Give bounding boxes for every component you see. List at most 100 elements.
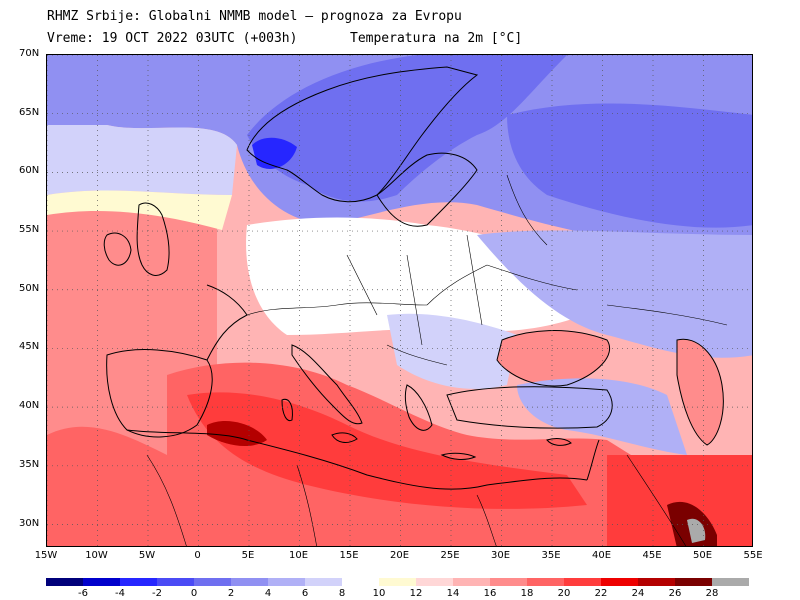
longitude-label: 55E <box>743 550 763 561</box>
legend-label: 2 <box>227 588 235 599</box>
legend-color-swatch <box>46 578 83 586</box>
latitude-label: 45N <box>19 341 40 353</box>
border-14 <box>626 454 687 546</box>
longitude-label: 35E <box>541 550 561 561</box>
border-3 <box>426 264 488 306</box>
legend-color-swatch <box>490 578 527 586</box>
border-9 <box>606 304 728 326</box>
coastlines <box>103 66 724 490</box>
temp-field-black-sea <box>497 330 610 386</box>
temp-field-east-europe <box>477 230 752 358</box>
map-title: RHMZ Srbije: Globalni NMMB model — progn… <box>47 9 462 24</box>
border-1 <box>246 304 338 316</box>
border-12 <box>296 464 317 546</box>
legend-color-swatch <box>231 578 268 586</box>
legend-color-swatch <box>712 578 749 586</box>
coastline-ireland <box>103 232 132 266</box>
temp-field-russia-cold <box>507 103 752 228</box>
legend-color-swatch <box>453 578 490 586</box>
temp-field-med-hottest <box>207 420 267 447</box>
legend-label: 22 <box>594 588 608 599</box>
legend-label: 12 <box>409 588 423 599</box>
longitude-label: 20E <box>389 550 410 561</box>
longitude-label: 45E <box>642 550 662 561</box>
legend-label: 8 <box>338 588 346 599</box>
temp-field-north-atlantic <box>47 125 237 195</box>
legend-color-swatch <box>416 578 453 586</box>
border-11 <box>146 454 187 546</box>
legend-color-swatch <box>157 578 194 586</box>
legend-color-swatch <box>268 578 305 586</box>
temp-field-mountain-grey <box>687 518 706 543</box>
longitude-label: 5E <box>241 550 255 561</box>
legend-label: 26 <box>668 588 682 599</box>
border-13 <box>476 494 497 546</box>
temp-field-anatolia <box>517 378 687 455</box>
temp-field-middle-east-hot <box>607 455 752 546</box>
legend-color-swatch <box>83 578 120 586</box>
temp-field-balkans <box>387 313 517 389</box>
legend-color-swatch <box>638 578 675 586</box>
legend-label: 10 <box>372 588 386 599</box>
legend-label: 6 <box>301 588 309 599</box>
temp-field-atlantic-mild <box>47 190 232 230</box>
latitude-label: 60N <box>19 165 40 177</box>
coastline-black-sea <box>496 330 610 387</box>
temp-field-scandinavia <box>247 55 567 202</box>
legend-label: -2 <box>152 588 162 599</box>
legend-label: 20 <box>557 588 571 599</box>
coastline-baltic <box>376 152 478 227</box>
legend-color-swatch <box>527 578 564 586</box>
latitude-label: 70N <box>19 48 40 59</box>
longitude-label: 30E <box>490 550 511 561</box>
coastline-uk <box>136 202 170 276</box>
legend-color-swatch <box>601 578 638 586</box>
border-6 <box>406 254 423 346</box>
coastline-iberia <box>106 349 213 438</box>
longitude-label: 10W <box>85 550 108 561</box>
legend-color-swatch <box>305 578 342 586</box>
temp-field-africa-coast <box>47 426 167 546</box>
legend-label: 16 <box>483 588 497 599</box>
coastline-cyprus <box>546 438 572 446</box>
legend-label: 14 <box>446 588 460 599</box>
border-4 <box>486 264 578 291</box>
coastline-crete <box>440 452 477 460</box>
border-7 <box>466 234 483 326</box>
legend-label: 4 <box>264 588 272 599</box>
coastline-caspian <box>676 338 724 446</box>
coastline-turkey <box>446 386 613 429</box>
longitude-label: 15E <box>339 550 359 561</box>
legend-color-swatch <box>379 578 416 586</box>
latitude-label: 65N <box>19 106 40 118</box>
longitude-label: 5W <box>138 550 156 561</box>
longitude-label: 10E <box>288 550 309 561</box>
legend-label: -6 <box>78 588 88 599</box>
border-2 <box>336 302 428 306</box>
latitude-label: 30N <box>19 517 40 529</box>
legend-label: 24 <box>631 588 645 599</box>
coastline-levant <box>586 439 600 481</box>
coastline-north-africa <box>126 429 588 490</box>
forecast-time: Vreme: 19 OCT 2022 03UTC (+003h) <box>47 31 298 46</box>
longitude-label: 50E <box>692 550 713 561</box>
temp-field-norway-coldest <box>252 137 297 169</box>
border-10 <box>506 174 548 246</box>
legend-color-swatch <box>120 578 157 586</box>
temp-field-med-hot <box>187 392 587 509</box>
graticule <box>47 55 752 546</box>
latitude-label: 55N <box>19 224 40 236</box>
coastline-sardinia <box>281 398 293 422</box>
latitude-label: 40N <box>19 400 40 412</box>
country-borders <box>146 174 728 546</box>
legend-label: 18 <box>520 588 534 599</box>
coastline-italy <box>291 344 363 425</box>
legend-label: 0 <box>190 588 198 599</box>
longitude-label: 40E <box>591 550 612 561</box>
coastline-scandinavia <box>246 66 479 203</box>
temp-field-caspian <box>677 339 724 445</box>
field-name: Temperatura na 2m [°C] <box>350 31 523 46</box>
legend-label: 28 <box>705 588 719 599</box>
longitude-label: 15W <box>34 550 58 561</box>
color-legend <box>46 578 749 586</box>
